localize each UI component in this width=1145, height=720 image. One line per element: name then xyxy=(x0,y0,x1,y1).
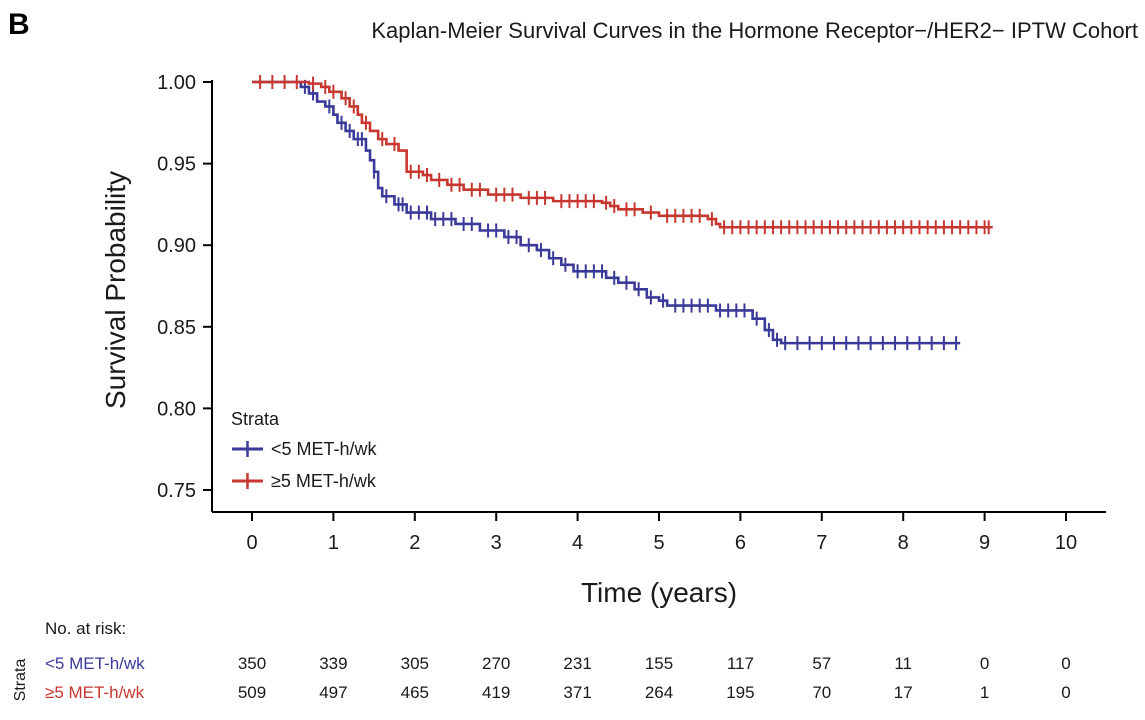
risk-value: 305 xyxy=(401,654,429,673)
x-tick-label: 5 xyxy=(653,532,664,554)
risk-table: No. at risk: Strata <5 MET-h/wk 350 339 305… xyxy=(12,619,1071,702)
y-tick-label: 0.85 xyxy=(157,317,196,339)
risk-value: 70 xyxy=(812,683,831,702)
risk-value: 509 xyxy=(238,683,266,702)
y-ticks: 0.75 0.80 0.85 0.90 0.95 1.00 xyxy=(157,72,212,502)
x-tick-label: 4 xyxy=(572,532,583,554)
risk-value: 264 xyxy=(645,683,673,702)
risk-value: 339 xyxy=(319,654,347,673)
series-1 xyxy=(252,75,993,235)
risk-value: 231 xyxy=(563,654,591,673)
x-tick-label: 3 xyxy=(491,532,502,554)
y-tick-label: 0.90 xyxy=(157,235,196,257)
series-0 xyxy=(252,79,961,351)
risk-value: 195 xyxy=(726,683,754,702)
y-tick-label: 0.75 xyxy=(157,480,196,502)
x-tick-label: 0 xyxy=(246,532,257,554)
risk-value: 1 xyxy=(980,683,989,702)
y-tick-label: 0.95 xyxy=(157,154,196,176)
risk-value: 497 xyxy=(319,683,347,702)
risk-row-label: ≥5 MET-h/wk xyxy=(45,683,145,702)
legend-label: ≥5 MET-h/wk xyxy=(271,471,377,491)
risk-value: 57 xyxy=(812,654,831,673)
x-tick-label: 10 xyxy=(1055,532,1077,554)
x-tick-label: 1 xyxy=(328,532,339,554)
x-ticks: 0 1 2 3 4 5 6 7 8 9 10 xyxy=(246,512,1077,554)
risk-value: 371 xyxy=(563,683,591,702)
panel-label: B xyxy=(8,8,30,41)
risk-table-side-label: Strata xyxy=(12,659,29,702)
risk-value: 0 xyxy=(1061,654,1070,673)
risk-value: 155 xyxy=(645,654,673,673)
survival-line xyxy=(252,80,993,229)
chart-title: Kaplan-Meier Survival Curves in the Horm… xyxy=(371,18,1138,43)
risk-value: 419 xyxy=(482,683,510,702)
risk-value: 465 xyxy=(401,683,429,702)
x-axis-label: Time (years) xyxy=(581,577,737,608)
survival-line xyxy=(252,80,961,345)
x-tick-label: 8 xyxy=(898,532,909,554)
risk-table-title: No. at risk: xyxy=(45,619,126,638)
risk-value: 11 xyxy=(894,654,912,673)
risk-row-label: <5 MET-h/wk xyxy=(45,654,145,673)
y-tick-label: 1.00 xyxy=(157,72,196,94)
legend: Strata <5 MET-h/wk ≥5 MET-h/wk xyxy=(231,409,378,491)
risk-value: 0 xyxy=(980,654,989,673)
risk-value: 350 xyxy=(238,654,266,673)
legend-title: Strata xyxy=(231,409,280,429)
x-tick-label: 6 xyxy=(735,532,746,554)
legend-label: <5 MET-h/wk xyxy=(271,439,378,459)
risk-value: 0 xyxy=(1061,683,1070,702)
risk-value: 270 xyxy=(482,654,510,673)
y-tick-label: 0.80 xyxy=(157,398,196,420)
survival-curves xyxy=(252,75,993,351)
x-tick-label: 2 xyxy=(409,532,420,554)
x-tick-label: 7 xyxy=(816,532,827,554)
x-tick-label: 9 xyxy=(979,532,990,554)
risk-value: 117 xyxy=(727,654,754,673)
risk-value: 17 xyxy=(894,683,913,702)
y-axis-label: Survival Probability xyxy=(100,171,131,409)
